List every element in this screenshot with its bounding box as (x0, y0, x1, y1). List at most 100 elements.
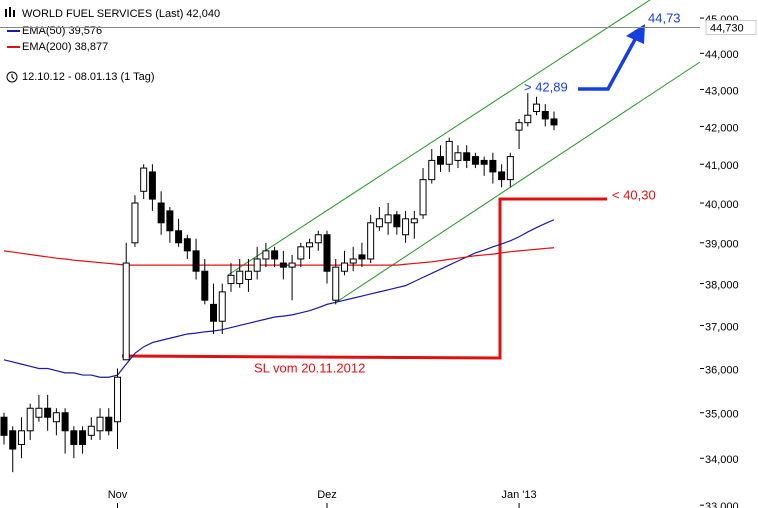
candle-body (419, 179, 427, 216)
candle-body (218, 291, 226, 322)
candle-body (550, 118, 558, 126)
candle-body (0, 416, 8, 436)
candle-body (454, 152, 462, 161)
candle-body (402, 218, 410, 236)
y-tick-label: 39,000 (705, 239, 739, 251)
candle-body (201, 270, 209, 301)
candle-body (227, 274, 235, 285)
candle-body (463, 152, 471, 161)
y-tick-label: 35,000 (705, 409, 739, 421)
candle-body (393, 214, 401, 228)
candle-body (506, 156, 514, 181)
period: 12.10.12 - 08.01.13 (1 Tag) (22, 71, 155, 83)
price-box-label: 44,730 (710, 22, 744, 34)
y-tick-label: 41,000 (705, 160, 739, 172)
y-tick-label: 34,000 (705, 454, 739, 466)
y-tick-label: 36,000 (705, 364, 739, 376)
candle-body (26, 407, 34, 432)
annotation: SL vom 20.11.2012 (254, 360, 365, 375)
candle-body (210, 303, 218, 322)
candle-body (148, 171, 156, 200)
clock-icon (6, 71, 18, 83)
candle-body (340, 262, 348, 272)
price-box (705, 19, 757, 35)
candle-body (349, 258, 357, 264)
candle-body (384, 214, 392, 224)
candle-body (262, 250, 270, 260)
candle-body (166, 210, 174, 232)
candle-body (70, 430, 78, 445)
candle-body (44, 407, 52, 418)
candle-body (515, 122, 523, 131)
candle-body (323, 234, 331, 272)
candle-body (79, 430, 87, 445)
candle-body (52, 412, 60, 423)
y-tick-label: 43,000 (705, 85, 739, 97)
candle-body (140, 167, 148, 192)
candle-body (253, 258, 261, 272)
candle-body (105, 416, 113, 432)
candle-body (157, 202, 165, 224)
candle-body (9, 430, 17, 450)
candle-body (480, 159, 488, 165)
candle-body (498, 171, 506, 181)
candle-body (375, 218, 383, 228)
candle-body (306, 242, 314, 248)
legend-icon (5, 7, 15, 17)
candle-body (244, 270, 252, 280)
candle-body (113, 376, 121, 423)
candle-body (332, 266, 340, 301)
candle-body (61, 412, 69, 432)
ema-line (3, 219, 555, 378)
x-tick-label: Nov (108, 489, 128, 501)
candle-body (96, 416, 104, 432)
candle-body (524, 114, 532, 124)
candle-body (297, 246, 305, 260)
candle-body (471, 156, 479, 165)
candle-body (541, 111, 549, 120)
x-tick-label: Jan '13 (501, 489, 536, 501)
target-arrow (578, 33, 640, 91)
candle-body (236, 270, 244, 285)
candle-body (358, 254, 366, 260)
clock-hands (11, 74, 15, 80)
y-tick-label: 44,000 (705, 49, 739, 61)
target-arrow-head (626, 24, 645, 44)
candle-body (131, 202, 139, 244)
y-tick-label: 40,000 (705, 199, 739, 211)
annotation: < 40,30 (612, 187, 656, 202)
candle-body (437, 156, 444, 165)
candle-body (279, 262, 287, 268)
candle-body (314, 234, 322, 244)
candle-body (533, 103, 541, 113)
candle-body (17, 430, 25, 445)
legend-price: WORLD FUEL SERVICES (Last) 42,040 (22, 8, 220, 20)
channel-lower (334, 61, 701, 304)
candle-body (428, 159, 436, 181)
y-tick-label: 37,000 (705, 321, 739, 333)
legend-ema200: EMA(200) 38,877 (22, 41, 108, 53)
candle-body (410, 218, 418, 224)
candle-body (122, 262, 130, 361)
candle-body (445, 140, 453, 165)
candle-body (192, 250, 200, 272)
candle-body (175, 230, 183, 244)
channel-upper (227, 0, 651, 276)
candle-body (271, 250, 279, 260)
ema-line (3, 247, 555, 266)
candle-body (489, 159, 497, 173)
candle-body (367, 222, 375, 260)
stop-loss-line (121, 197, 607, 360)
y-tick-label: 33,000 (705, 501, 739, 508)
annotation: 44,73 (648, 10, 681, 25)
x-tick-label: Dez (317, 489, 337, 501)
candle-body (288, 262, 296, 268)
candle-body (35, 407, 43, 418)
candle-body (87, 425, 95, 436)
y-tick-label: 42,000 (705, 122, 739, 134)
legend-ema50: EMA(50) 39,576 (22, 25, 102, 37)
y-tick-label: 38,000 (705, 279, 739, 291)
annotation: > 42,89 (524, 79, 568, 94)
candle-body (183, 238, 191, 252)
